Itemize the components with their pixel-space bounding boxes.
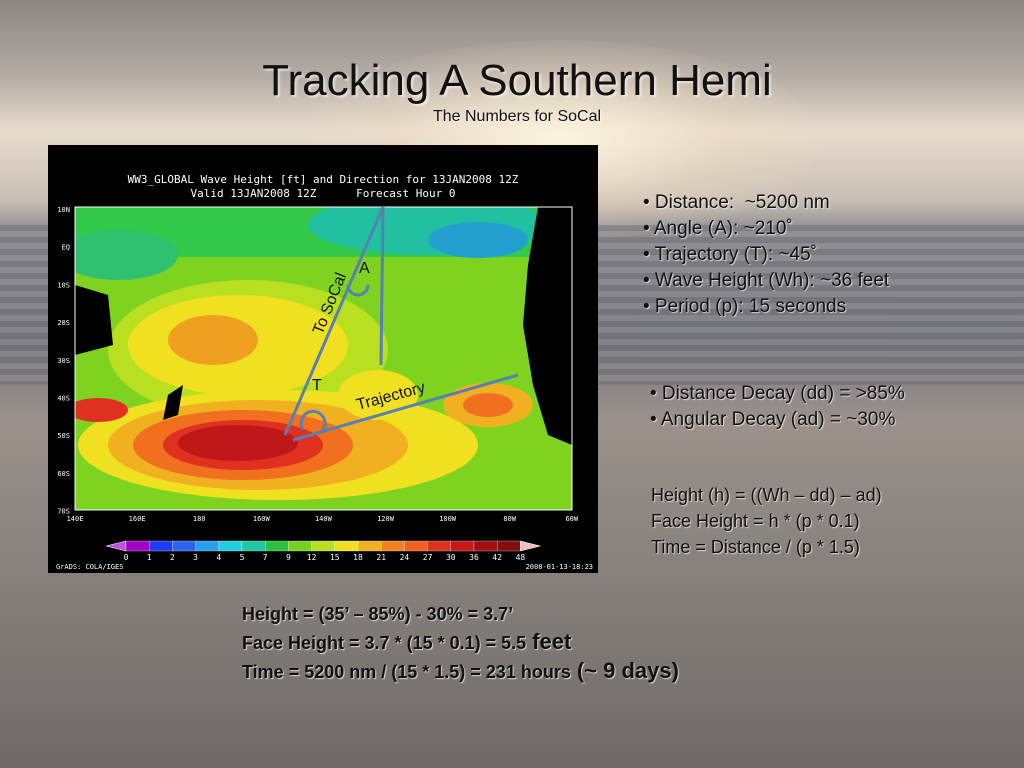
result-line: Time = 5200 nm / (15 * 1.5) = 231 hours(… [242,657,679,686]
colorbar-label: 4 [216,553,221,562]
colorbar-cell [125,540,150,552]
colorbar-end [520,540,541,552]
text-line: • Distance Decay (dd) = >85% [650,383,905,404]
colorbar-cell [172,540,196,552]
lat-label: 10S [57,281,70,289]
colorbar-label: 24 [400,553,410,562]
result-text: Height = (35’ – 85%) - 30% = 3.7’ [242,604,514,624]
colorbar-cell [357,540,382,552]
colorbar-label: 15 [330,553,340,562]
colorbar-label: 12 [307,553,317,562]
result-line: Height = (35’ – 85%) - 30% = 3.7’ [242,600,679,628]
colorbar-cell [311,540,335,552]
colorbar-label: 27 [423,553,433,562]
map-title: WW3_GLOBAL Wave Height [ft] and Directio… [128,173,519,186]
colorbar-label: 2 [170,553,175,562]
colorbar-label: 48 [516,553,526,562]
decay-list: • Distance Decay (dd) = >85% • Angular De… [650,381,905,433]
colorbar-cell [241,540,266,552]
text-line: • Period (p): 15 seconds [643,296,847,317]
lat-label: 20S [57,319,70,327]
text-line: • Trajectory (T): ~45˚ [643,244,817,265]
wave-map: To SoCal A T Trajectory GrADS: COLA/IGES… [48,145,598,573]
colorbar-label: 30 [446,553,456,562]
wave-field [75,207,572,510]
result-line: Face Height = 3.7 * (15 * 0.1) = 5.5 feet [242,628,679,657]
colorbar-label: 1 [147,553,152,562]
colorbar-cell [195,540,219,552]
lon-label: 160W [253,515,271,523]
lat-label: EQ [62,244,70,252]
colorbar-cell [427,540,451,552]
text-line: • Wave Height (Wh): ~36 feet [643,270,890,291]
colorbar-label: 5 [240,553,245,562]
lon-label: 80W [503,515,516,523]
colorbar-cell [288,540,312,552]
lon-label: 100W [439,515,457,523]
lon-label: 140W [315,515,333,523]
colorbar-label: 42 [492,553,502,562]
lat-label: 60S [57,470,70,478]
colorbar-cell [265,540,289,552]
lon-label: 160E [129,515,146,523]
results: Height = (35’ – 85%) - 30% = 3.7’ Face He… [242,600,679,686]
text-line: • Distance: ~5200 nm [643,192,830,213]
map-title: Valid 13JAN2008 12Z Forecast Hour 0 [191,187,456,200]
lon-label: 180 [193,515,206,523]
facts: • Distance: ~5200 nm • Angle (A): ~210˚ • … [643,190,889,320]
map-timestamp: 2008-01-13-18:23 [526,563,593,571]
colorbar-label: 9 [286,553,291,562]
colorbar-label: 3 [193,553,198,562]
colorbar-label: 36 [469,553,479,562]
colorbar-label: 7 [263,553,268,562]
lon-label: 60W [565,515,578,523]
slide-title: Tracking A Southern Hemi [262,56,772,105]
annotation: T [312,377,322,394]
colorbar-cell [497,540,521,552]
map-credit: GrADS: COLA/IGES [56,563,123,571]
lat-label: 70S [57,508,70,516]
colorbar-cell [473,540,498,552]
lon-label: 140E [67,515,84,523]
text-line: Face Height = h * (p * 0.1) [651,511,860,531]
colorbar-cell [404,540,428,552]
result-emphasis: (~ 9 days) [576,658,679,683]
result-emphasis: feet [532,629,572,654]
colorbar-cell [218,540,243,552]
result-text: Time = 5200 nm / (15 * 1.5) = 231 hours [242,662,571,682]
text-line: Height (h) = ((Wh – dd) – ad) [651,485,882,505]
lat-label: 10N [57,206,70,214]
result-text: Face Height = 3.7 * (15 * 0.1) = 5.5 [242,633,527,653]
colorbar-label: 21 [376,553,386,562]
text-line: Time = Distance / (p * 1.5) [651,537,860,557]
annotation-lines [283,206,519,442]
colorbar-cell [149,540,173,552]
lat-label: 30S [57,357,70,365]
lat-label: 50S [57,432,70,440]
colorbar-cell [334,540,359,552]
colorbar-cell [450,540,475,552]
colorbar-label: 0 [124,553,129,562]
lat-label: 40S [57,395,70,403]
lon-label: 120W [377,515,395,523]
slide-subtitle: The Numbers for SoCal [432,108,602,125]
annotation: A [359,260,370,277]
colorbar-cell [381,540,405,552]
formulas: Height (h) = ((Wh – dd) – ad) Face Height… [651,482,882,560]
text-line: • Angle (A): ~210˚ [643,218,793,239]
text-line: • Angular Decay (ad) = ~30% [650,409,896,430]
colorbar-label: 18 [353,553,363,562]
